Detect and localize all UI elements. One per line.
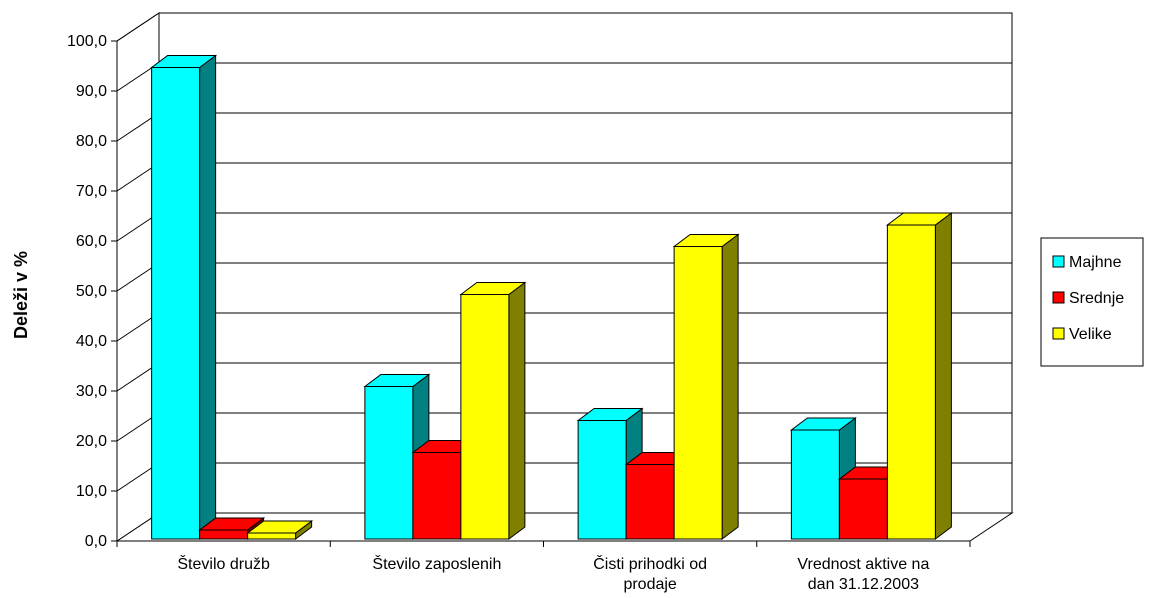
bar <box>459 281 527 540</box>
bar-front <box>577 420 627 540</box>
y-tick-label: 100,0 <box>67 33 107 50</box>
legend: Majhne Srednje Velike <box>1040 237 1144 367</box>
bar-front <box>247 532 297 540</box>
bar <box>150 54 218 540</box>
x-category-label: dan 31.12.2003 <box>808 576 919 593</box>
y-tick-label: 0,0 <box>85 533 107 550</box>
y-tick-label: 30,0 <box>76 383 107 400</box>
bar-side <box>721 233 739 540</box>
y-tick-label: 10,0 <box>76 483 107 500</box>
x-category-label: Število zaposlenih <box>372 554 501 573</box>
y-tick-label: 20,0 <box>76 433 107 450</box>
bar-side <box>934 212 952 540</box>
bar-side <box>199 54 217 540</box>
legend-swatch <box>1052 291 1065 304</box>
bar-front <box>199 529 249 540</box>
bar-front <box>790 429 840 540</box>
bar-front <box>886 224 936 540</box>
y-tick-label: 80,0 <box>76 133 107 150</box>
legend-label: Majhne <box>1069 254 1122 271</box>
y-axis-title: Deleži v % <box>11 251 31 339</box>
x-category-label: Čisti prihodki od <box>593 554 707 573</box>
legend-swatch <box>1052 255 1065 268</box>
legend-label: Srednje <box>1069 290 1124 307</box>
bar-front <box>625 464 675 540</box>
x-tick-labels: Število družb Število zaposlenih Čisti pri… <box>177 554 929 593</box>
bar <box>246 520 314 540</box>
legend-swatch <box>1052 327 1065 340</box>
y-tick-label: 40,0 <box>76 333 107 350</box>
bar-front <box>151 67 201 540</box>
y-tick-label: 90,0 <box>76 83 107 100</box>
y-tick-label: 70,0 <box>76 183 107 200</box>
chart-walls <box>115 12 1014 542</box>
axes <box>111 40 971 547</box>
x-category-label: Število družb <box>177 554 270 573</box>
bar <box>885 212 953 540</box>
bar-front <box>838 478 888 540</box>
bar-front <box>460 294 510 540</box>
bar-front <box>364 386 414 540</box>
bar-side <box>508 281 526 540</box>
x-category-label: prodaje <box>623 576 676 593</box>
y-tick-labels: 0,0 10,0 20,0 30,0 40,0 50,0 60,0 70,0 80,0 90,0 1… <box>67 33 107 550</box>
x-category-label: Vrednost aktive na <box>797 556 929 573</box>
bars <box>150 54 953 540</box>
legend-label: Velike <box>1069 326 1112 343</box>
gridline-side <box>116 12 160 42</box>
bar-front <box>673 246 723 540</box>
bar <box>672 233 740 540</box>
bar-front <box>412 452 462 540</box>
y-tick-label: 60,0 <box>76 233 107 250</box>
y-tick-label: 50,0 <box>76 283 107 300</box>
